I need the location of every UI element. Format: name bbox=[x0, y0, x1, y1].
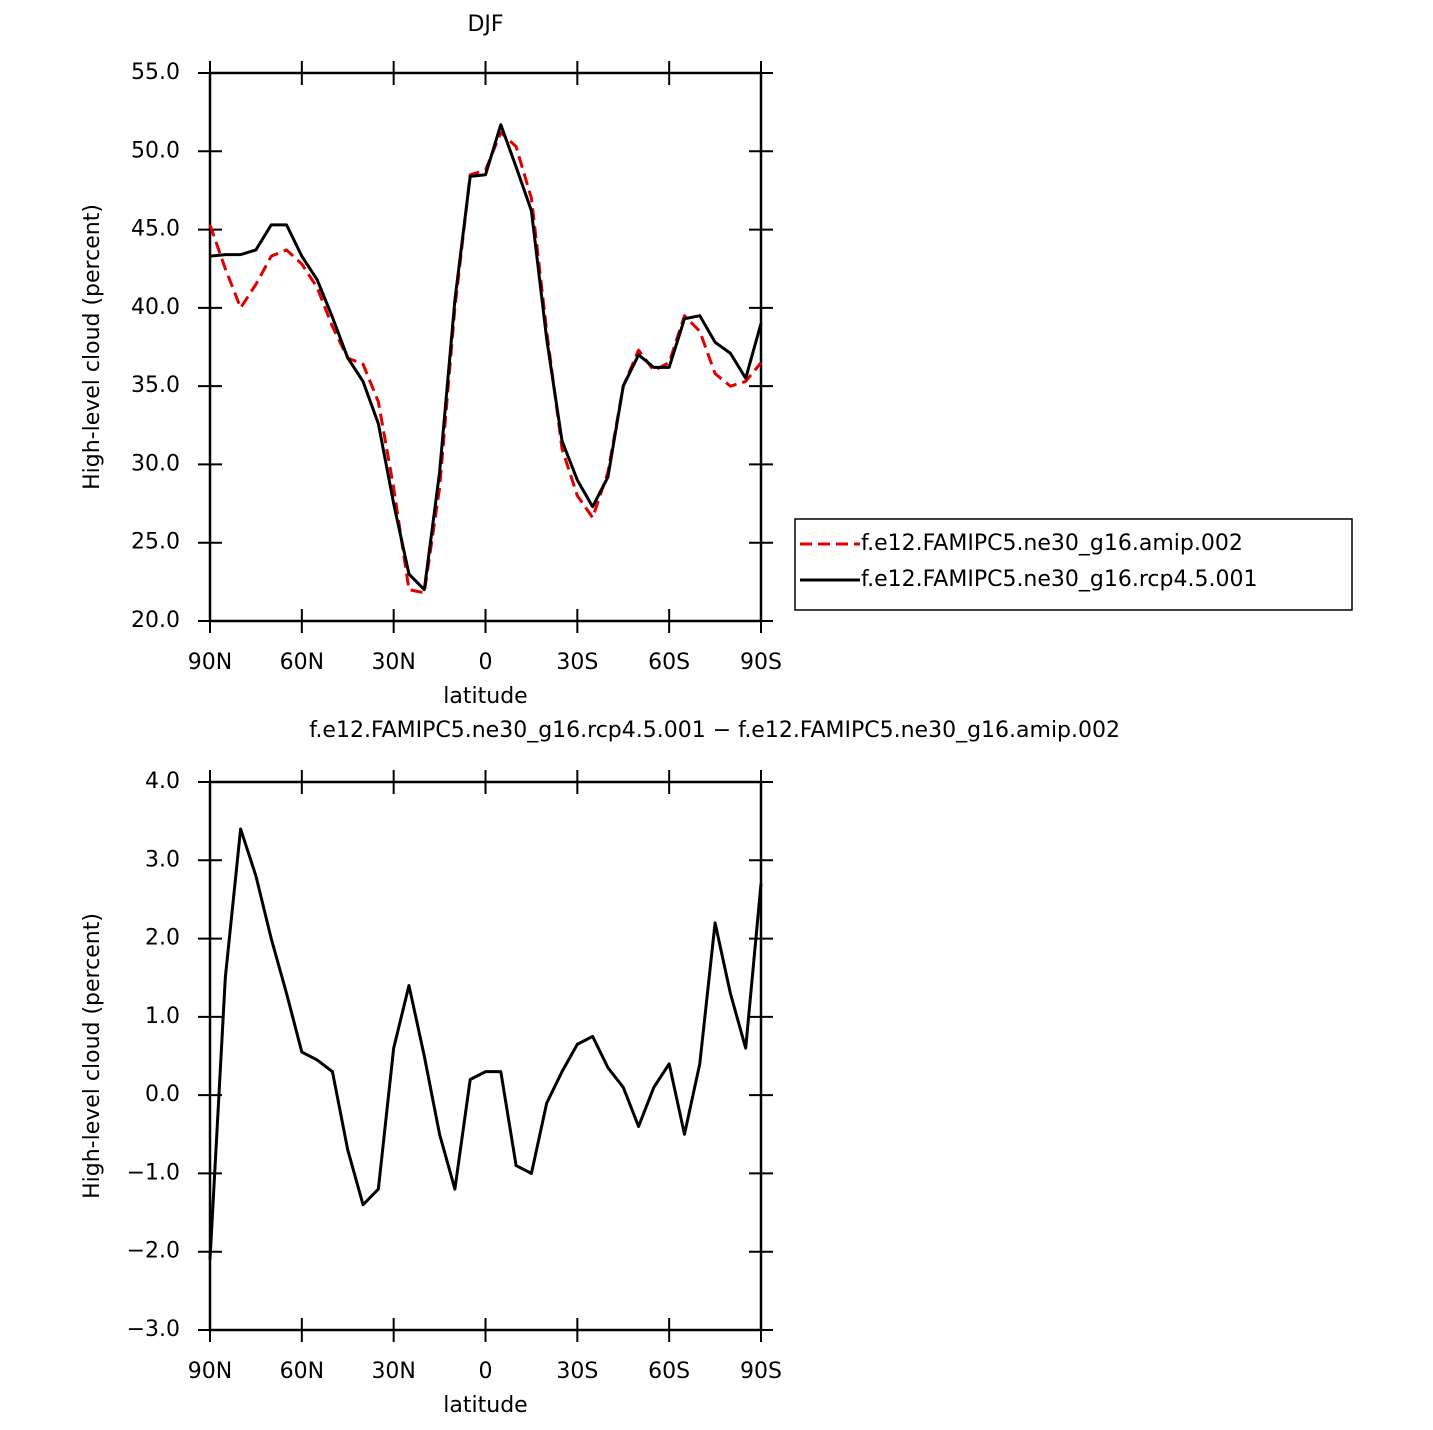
legend-label: f.e12.FAMIPC5.ne30_g16.rcp4.5.001 bbox=[861, 567, 1257, 592]
data-line bbox=[208, 130, 763, 595]
x-tick-label: 90N bbox=[188, 1359, 232, 1384]
x-tick-label: 30N bbox=[371, 1359, 415, 1384]
y-tick-label: 25.0 bbox=[131, 530, 180, 555]
x-tick-label: 30S bbox=[556, 1359, 598, 1384]
data-line bbox=[209, 123, 763, 592]
y-tick-label: 3.0 bbox=[145, 847, 180, 872]
x-tick-label: 90S bbox=[740, 650, 782, 675]
x-tick-label: 60S bbox=[648, 650, 690, 675]
x-tick-label: 30S bbox=[556, 650, 598, 675]
y-tick-label: 4.0 bbox=[145, 769, 180, 794]
y-tick-label: 0.0 bbox=[145, 1082, 180, 1107]
x-tick-label: 60S bbox=[648, 1359, 690, 1384]
y-tick-label: 40.0 bbox=[131, 295, 180, 320]
x-tick-label: 30N bbox=[371, 650, 415, 675]
y-tick-label: 30.0 bbox=[131, 451, 180, 476]
x-tick-label: 60N bbox=[280, 1359, 324, 1384]
chart-title: DJF bbox=[467, 12, 503, 37]
legend-box bbox=[794, 518, 1353, 611]
x-tick-label: 60N bbox=[280, 650, 324, 675]
y-tick-label: 1.0 bbox=[145, 1004, 180, 1029]
plot-frame bbox=[208, 71, 763, 623]
y-tick-label: 55.0 bbox=[131, 60, 180, 85]
chart-title: f.e12.FAMIPC5.ne30_g16.rcp4.5.001 − f.e1… bbox=[309, 718, 1120, 743]
y-tick-label: −3.0 bbox=[127, 1317, 180, 1342]
x-axis-label: latitude bbox=[443, 684, 527, 709]
y-tick-label: −2.0 bbox=[127, 1239, 180, 1264]
x-tick-label: 90S bbox=[740, 1359, 782, 1384]
x-axis-label: latitude bbox=[443, 1393, 527, 1418]
y-tick-label: 50.0 bbox=[131, 138, 180, 163]
y-tick-label: 2.0 bbox=[145, 926, 180, 951]
y-axis-label: High-level cloud (percent) bbox=[80, 204, 105, 490]
y-axis-label: High-level cloud (percent) bbox=[80, 913, 105, 1199]
y-tick-label: −1.0 bbox=[127, 1160, 180, 1185]
data-line bbox=[208, 827, 763, 1260]
legend-label: f.e12.FAMIPC5.ne30_g16.amip.002 bbox=[861, 531, 1243, 556]
y-tick-label: 20.0 bbox=[131, 608, 180, 633]
y-tick-label: 45.0 bbox=[131, 217, 180, 242]
x-tick-label: 90N bbox=[188, 650, 232, 675]
y-tick-label: 35.0 bbox=[131, 373, 180, 398]
x-tick-label: 0 bbox=[479, 1359, 493, 1384]
x-tick-label: 0 bbox=[479, 650, 493, 675]
plot-frame bbox=[208, 780, 763, 1332]
